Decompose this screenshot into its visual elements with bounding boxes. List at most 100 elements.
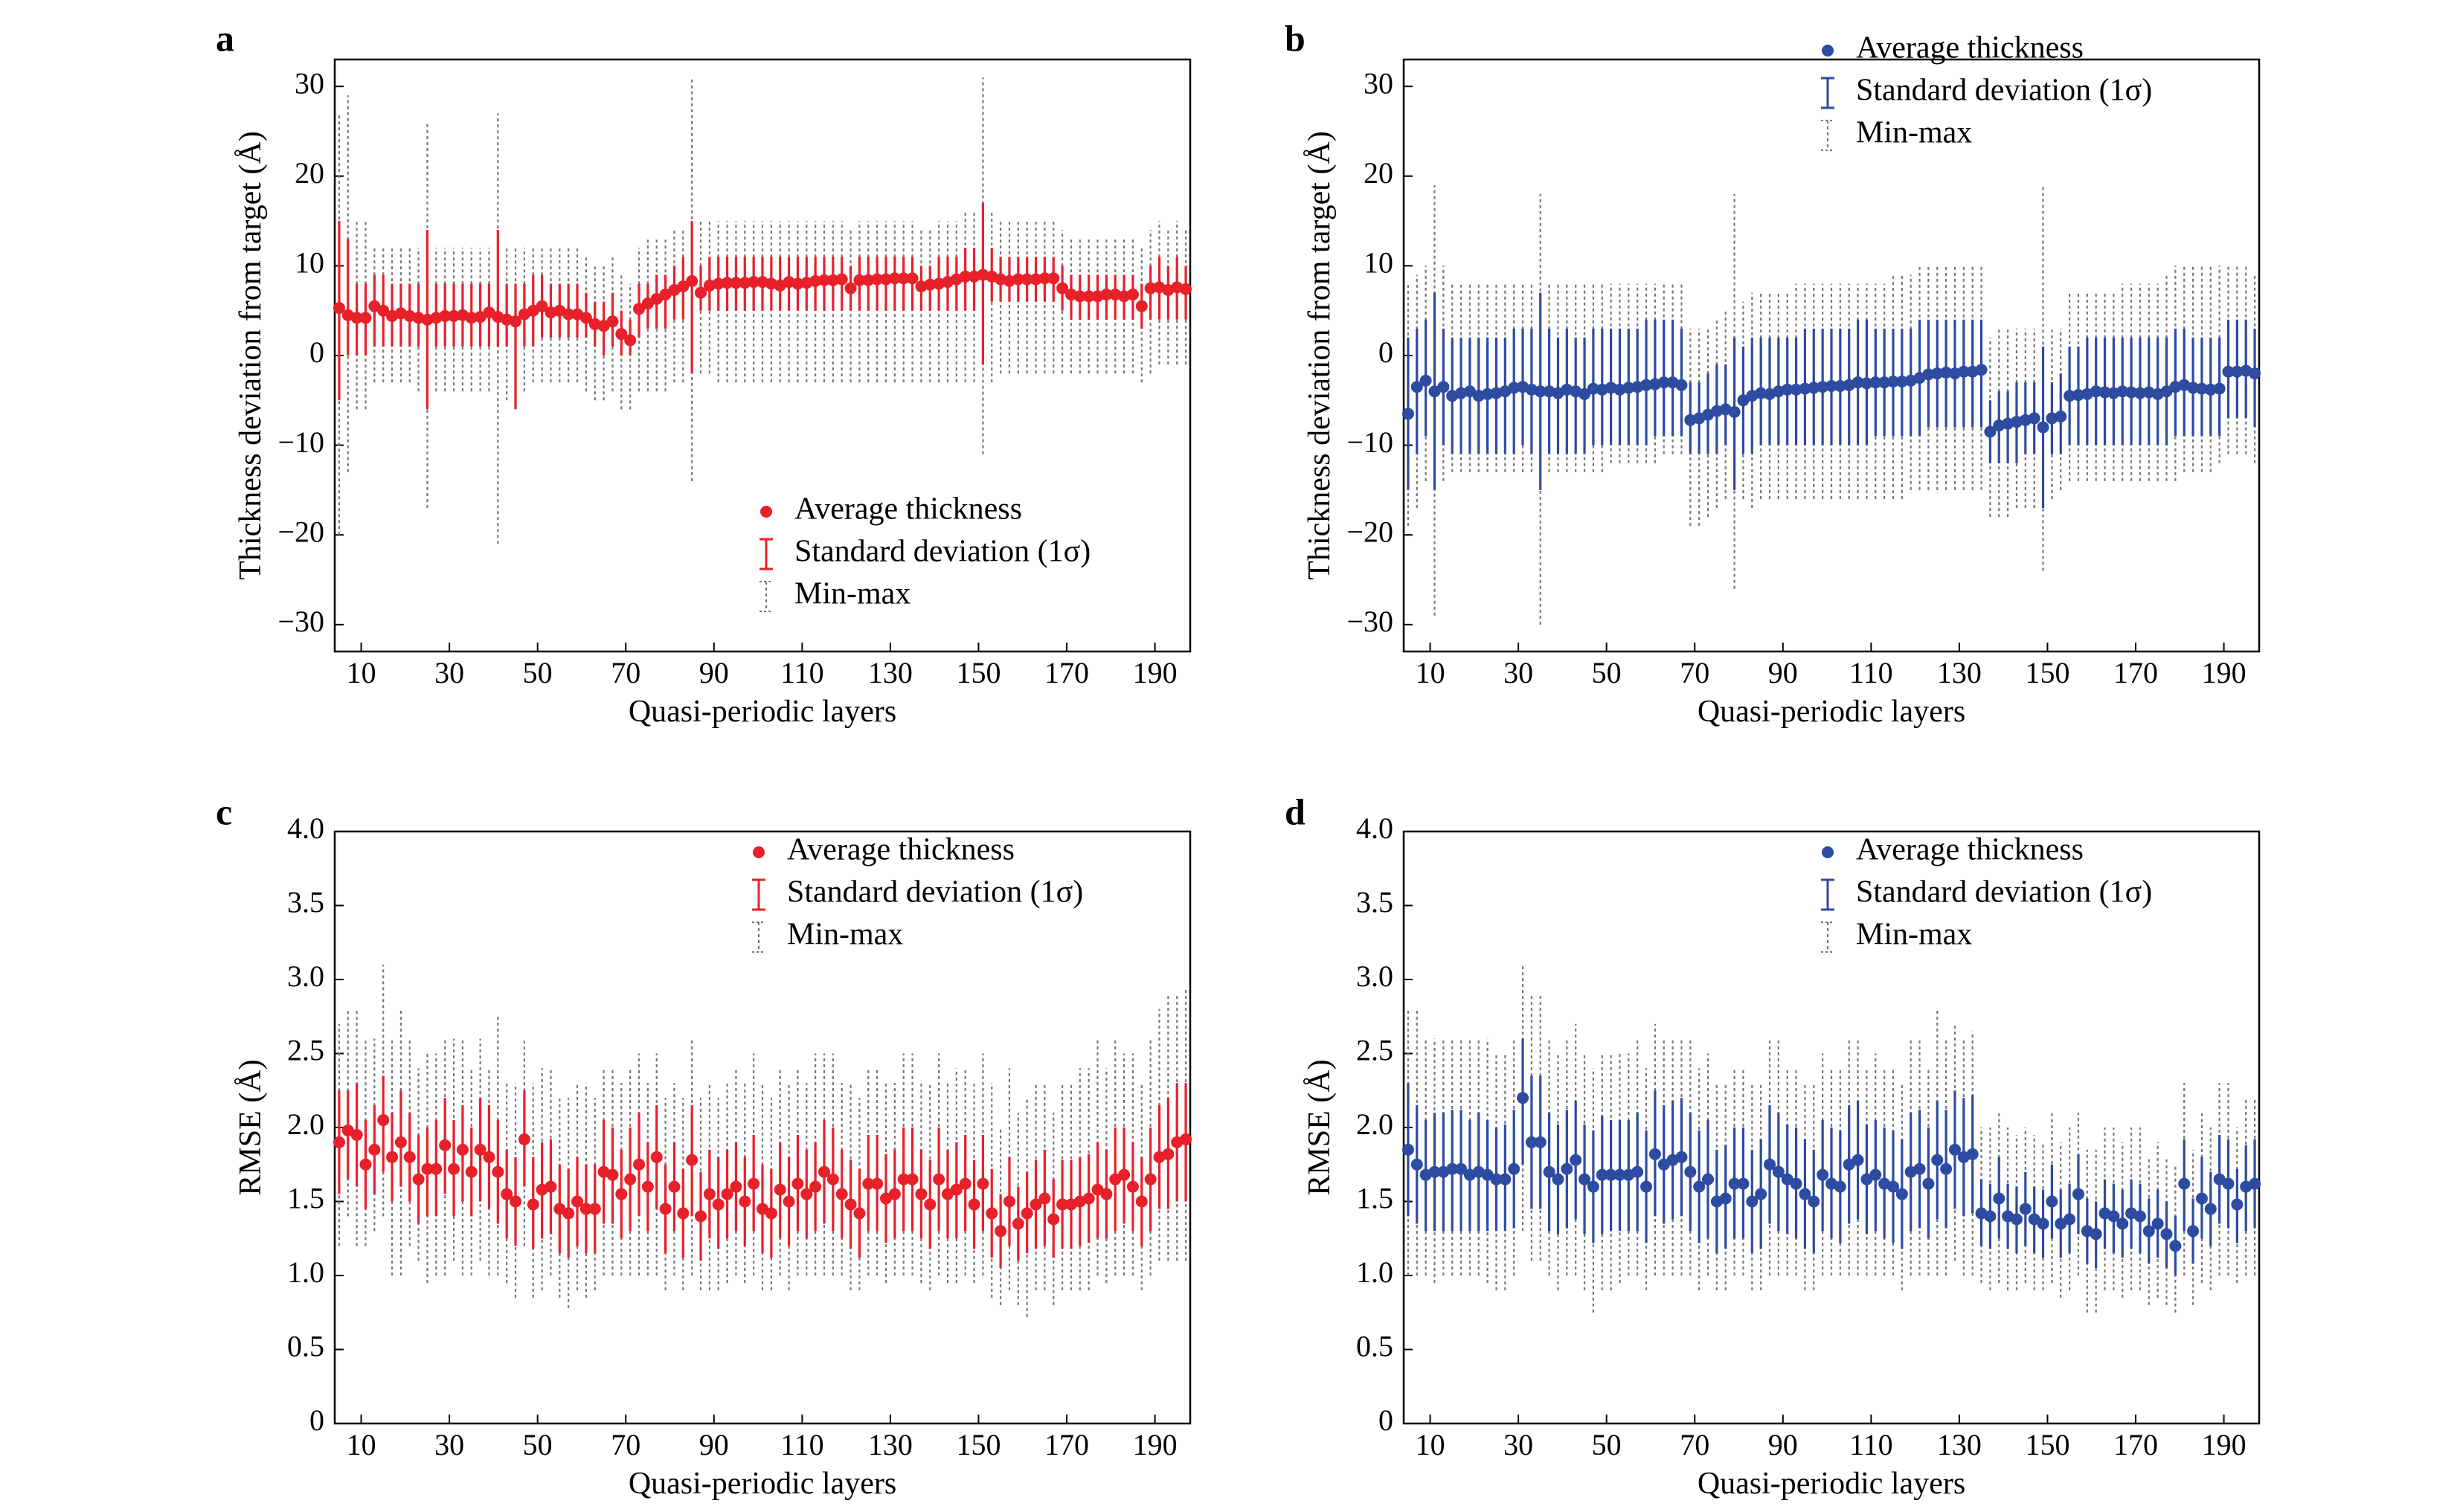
mean-point bbox=[2231, 365, 2244, 378]
mean-point bbox=[2204, 1203, 2217, 1215]
x-axis-label: Quasi-periodic layers bbox=[629, 695, 896, 729]
mean-point bbox=[1657, 1158, 1670, 1171]
mean-point bbox=[510, 1195, 522, 1208]
y-tick-label: 20 bbox=[1364, 156, 1393, 190]
mean-point bbox=[527, 1198, 539, 1211]
mean-point bbox=[844, 282, 857, 295]
mean-point bbox=[1957, 365, 1970, 378]
x-tick-label: 50 bbox=[1592, 656, 1622, 689]
mean-point bbox=[2072, 389, 2084, 402]
mean-point bbox=[1675, 379, 1688, 391]
y-tick-label: 4.0 bbox=[287, 811, 324, 845]
y-tick-label: 0.5 bbox=[1356, 1330, 1393, 1363]
mean-point bbox=[730, 277, 742, 289]
panel-b: b 30 20 10 0 −10 −20 −30 10 30 50 70 90 110 130 150 170 1… bbox=[1285, 17, 2261, 729]
y-tick-label: 0 bbox=[1378, 1403, 1393, 1437]
x-tick-label: 50 bbox=[1592, 1428, 1622, 1461]
mean-point bbox=[1596, 1168, 1608, 1181]
x-tick-label: 190 bbox=[1133, 1428, 1178, 1461]
mean-point bbox=[1003, 1195, 1015, 1208]
mean-point bbox=[359, 1158, 372, 1171]
mean-point bbox=[703, 1188, 716, 1200]
panel-a: a 30 20 10 0 −10 −20 −30 10 30 50 70 90 110 130 150 170 1… bbox=[216, 17, 1192, 729]
mean-point bbox=[712, 277, 725, 290]
mean-point bbox=[553, 1203, 566, 1215]
mean-point bbox=[1931, 367, 1944, 380]
mean-point bbox=[624, 1173, 637, 1186]
mean-point bbox=[1781, 383, 1793, 396]
mean-point bbox=[1481, 1168, 1494, 1181]
mean-point bbox=[924, 1198, 937, 1211]
mean-point bbox=[650, 1151, 663, 1163]
mean-point bbox=[853, 274, 866, 286]
mean-point bbox=[368, 300, 381, 312]
mean-point bbox=[2055, 1217, 2067, 1230]
mean-point bbox=[1109, 288, 1122, 300]
x-tick-label: 30 bbox=[434, 656, 464, 689]
mean-point bbox=[906, 272, 919, 285]
mean-point bbox=[2125, 386, 2138, 399]
mean-point bbox=[1162, 1148, 1175, 1160]
mean-point bbox=[1913, 1162, 1926, 1175]
x-axis-label: Quasi-periodic layers bbox=[629, 1467, 896, 1501]
mean-point bbox=[1587, 382, 1599, 395]
x-tick-label: 50 bbox=[523, 656, 553, 689]
mean-point bbox=[1543, 385, 1555, 398]
mean-point bbox=[2116, 1217, 2129, 1230]
mean-point bbox=[606, 315, 619, 328]
mean-point bbox=[1648, 1148, 1661, 1160]
mean-point bbox=[1118, 290, 1131, 303]
mean-point bbox=[677, 280, 690, 293]
mean-point bbox=[1922, 1177, 1935, 1190]
mean-point bbox=[888, 272, 901, 285]
mean-point bbox=[791, 277, 804, 290]
mean-point bbox=[483, 1151, 495, 1163]
mean-point bbox=[439, 309, 452, 322]
mean-point bbox=[1180, 283, 1192, 295]
legend: Average thickness Standard deviation (1σ)… bbox=[752, 833, 1083, 953]
mean-point bbox=[1038, 272, 1051, 285]
y-tick-label: 3.5 bbox=[1356, 886, 1393, 919]
mean-point bbox=[1579, 387, 1591, 400]
mean-point bbox=[1684, 1165, 1697, 1178]
mean-point bbox=[1579, 1173, 1591, 1186]
x-tick-label: 70 bbox=[1680, 656, 1709, 689]
mean-point bbox=[1843, 1158, 1855, 1171]
mean-point bbox=[1047, 1213, 1060, 1226]
mean-point bbox=[1490, 387, 1503, 399]
x-tick-label: 150 bbox=[2025, 1428, 2069, 1461]
mean-point bbox=[2187, 1225, 2200, 1238]
series bbox=[1401, 965, 2261, 1313]
mean-point bbox=[1064, 288, 1077, 300]
mean-point bbox=[1118, 1168, 1131, 1181]
y-tick-label: 2.5 bbox=[1356, 1034, 1393, 1067]
mean-point bbox=[1499, 1173, 1512, 1186]
mean-point bbox=[695, 1210, 707, 1223]
x-tick-label: 170 bbox=[1044, 1428, 1089, 1461]
x-tick-label: 130 bbox=[1937, 656, 1982, 689]
mean-point bbox=[2142, 386, 2155, 399]
mean-point bbox=[915, 1188, 928, 1200]
mean-point bbox=[2072, 1188, 2084, 1200]
x-tick-label: 150 bbox=[956, 656, 1001, 689]
mean-point bbox=[518, 1133, 530, 1145]
mean-point bbox=[403, 1151, 416, 1163]
y-tick-label: 1.0 bbox=[287, 1255, 324, 1289]
mean-point bbox=[1613, 383, 1626, 396]
mean-point bbox=[1144, 282, 1157, 295]
mean-point bbox=[1975, 364, 1988, 376]
mean-point bbox=[2090, 1228, 2102, 1241]
x-tick-label: 90 bbox=[1768, 656, 1798, 689]
mean-point bbox=[1047, 272, 1060, 285]
mean-point bbox=[2249, 1177, 2261, 1190]
mean-point bbox=[536, 300, 548, 312]
x-tick-label: 50 bbox=[523, 1428, 553, 1461]
x-tick-label: 10 bbox=[347, 656, 376, 689]
mean-point bbox=[1966, 1148, 1979, 1160]
mean-point bbox=[633, 303, 646, 315]
mean-point bbox=[1534, 385, 1547, 398]
mean-point bbox=[1719, 1192, 1732, 1205]
mean-point bbox=[412, 312, 425, 324]
mean-point bbox=[1401, 408, 1414, 420]
legend-label-mean: Average thickness bbox=[787, 833, 1015, 867]
